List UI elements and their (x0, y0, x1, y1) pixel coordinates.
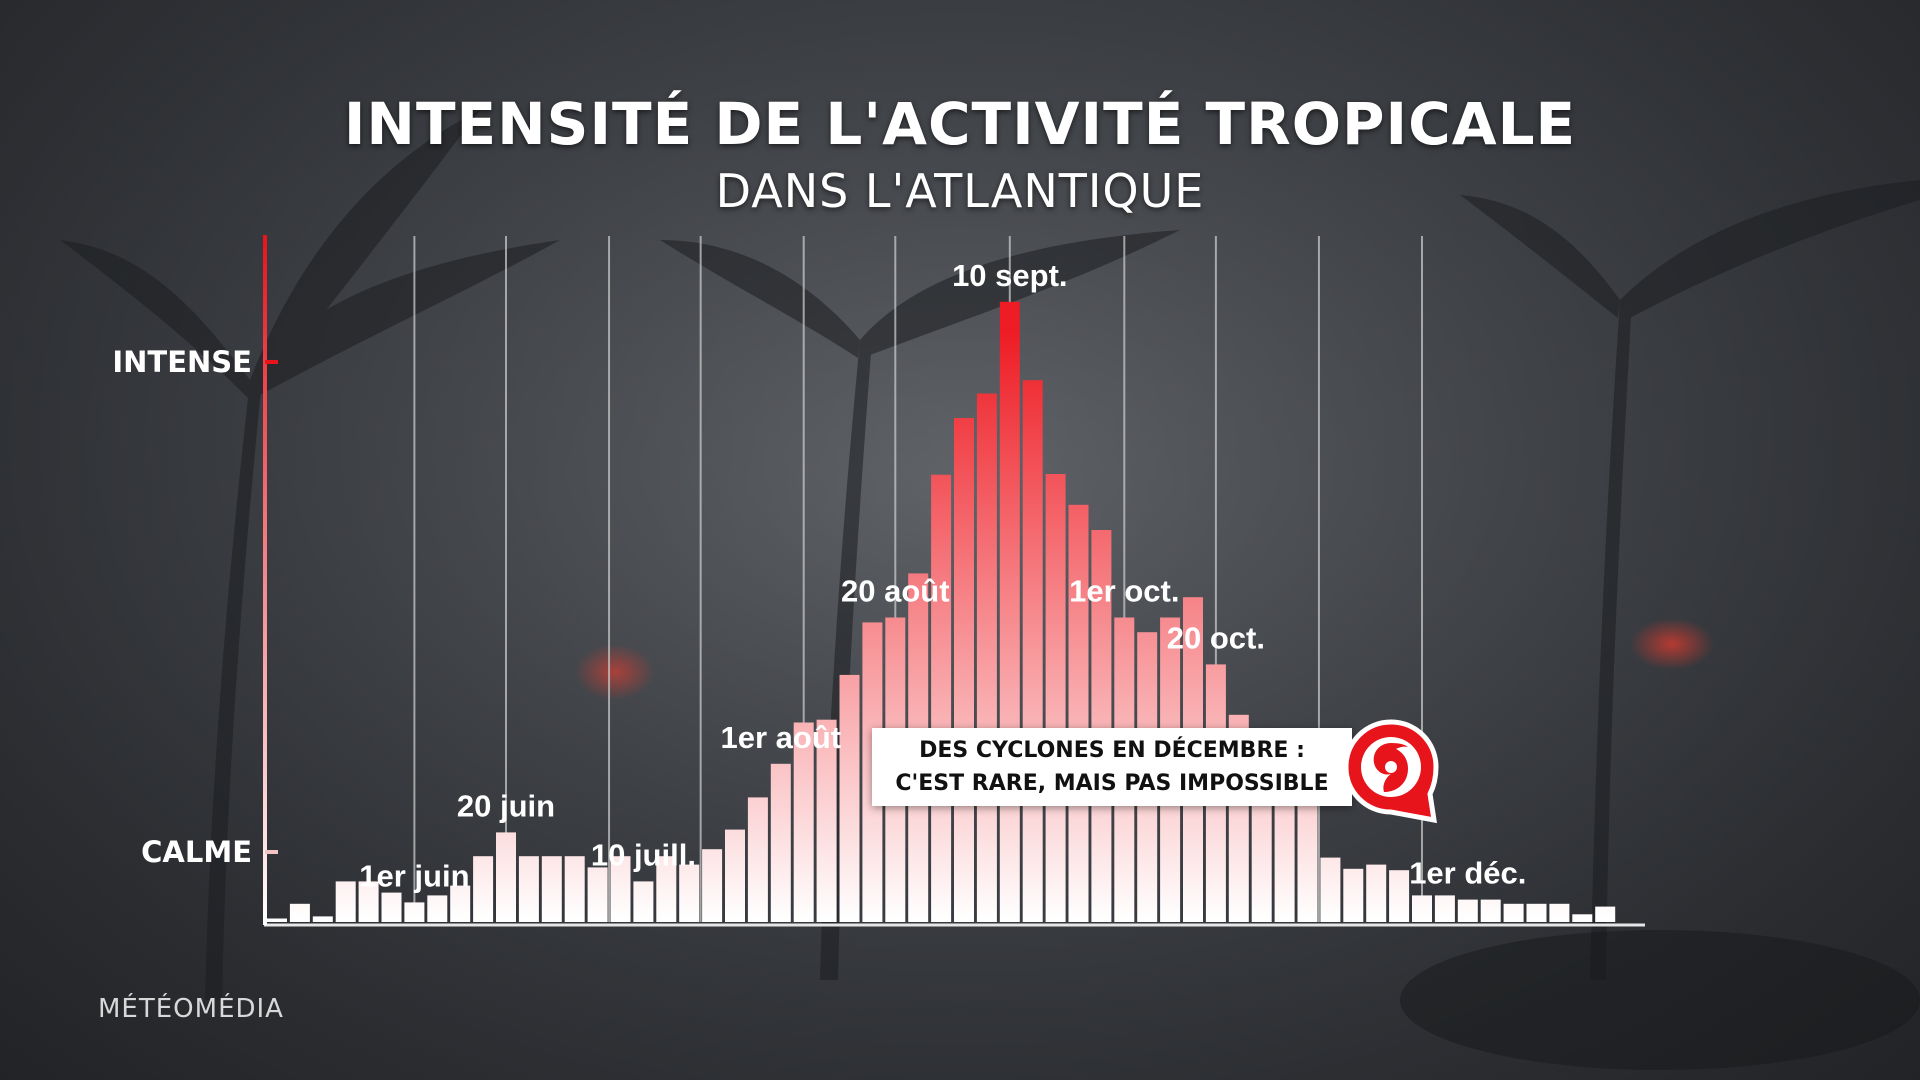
bar (610, 856, 631, 922)
date-labels: 1er juin 20 juin 10 juill. 1er août 20 août 1… (359, 258, 1526, 894)
bar (1389, 870, 1410, 922)
bar (381, 892, 402, 922)
bar (1091, 530, 1112, 922)
bar (1022, 380, 1043, 922)
date-label: 10 juill. (591, 837, 696, 872)
y-axis-ticks: CALME INTENSE (112, 345, 278, 869)
bar (289, 903, 310, 922)
bar (954, 418, 974, 922)
y-tick-label: INTENSE (112, 345, 252, 379)
bar (633, 881, 654, 922)
bar (473, 856, 494, 922)
bar (358, 881, 379, 922)
date-label: 1er juin (359, 858, 469, 893)
bar (931, 474, 952, 922)
bar (816, 719, 837, 922)
bar (496, 832, 516, 922)
bar (1480, 899, 1501, 922)
bar (976, 393, 997, 922)
date-label: 20 juin (457, 788, 555, 823)
bar (725, 829, 745, 922)
bar (1343, 868, 1364, 922)
bar (1503, 903, 1524, 922)
bar (1526, 903, 1547, 922)
date-label: 20 août (841, 574, 950, 609)
bar (770, 763, 791, 922)
bar (1068, 504, 1089, 922)
bar (450, 885, 471, 922)
bar (1412, 895, 1432, 922)
y-tick-label: CALME (141, 835, 252, 869)
bar (1320, 857, 1341, 922)
bar (793, 722, 814, 922)
bar (1297, 773, 1318, 922)
bar (267, 918, 287, 922)
bar (702, 849, 723, 922)
hurricane-icon (1343, 719, 1439, 824)
bar (679, 864, 700, 922)
bar (404, 902, 425, 922)
bar (1045, 474, 1066, 922)
bar (518, 856, 539, 922)
bar (1572, 914, 1593, 922)
bar (1434, 895, 1455, 922)
date-label: 1er août (720, 720, 841, 755)
date-label: 10 sept. (952, 258, 1067, 293)
chart-title: INTENSITÉ DE L'ACTIVITÉ TROPICALE (343, 90, 1577, 158)
bar (1595, 906, 1616, 922)
bar (1457, 899, 1478, 922)
bar (587, 867, 608, 922)
bars (267, 301, 1616, 922)
december-callout: DES CYCLONES EN DÉCEMBRE : C'EST RARE, M… (872, 728, 1352, 806)
bar (564, 856, 585, 922)
bar (999, 301, 1020, 922)
bar (839, 674, 860, 922)
bar (747, 797, 768, 922)
bar (1549, 903, 1570, 922)
callout-line-1: DES CYCLONES EN DÉCEMBRE : (919, 738, 1305, 763)
chart-subtitle: DANS L'ATLANTIQUE (715, 164, 1205, 218)
bar (656, 856, 677, 922)
bar (1366, 864, 1387, 922)
bar (541, 856, 562, 922)
bar (427, 895, 448, 922)
brand-logo: MÉTÉOMÉDIA (98, 994, 284, 1024)
date-label: 1er oct. (1069, 574, 1179, 609)
date-label: 1er déc. (1409, 856, 1526, 891)
bar (335, 881, 356, 922)
bar (312, 916, 333, 922)
date-label: 20 oct. (1167, 620, 1265, 655)
callout-line-2: C'EST RARE, MAIS PAS IMPOSSIBLE (895, 771, 1329, 796)
